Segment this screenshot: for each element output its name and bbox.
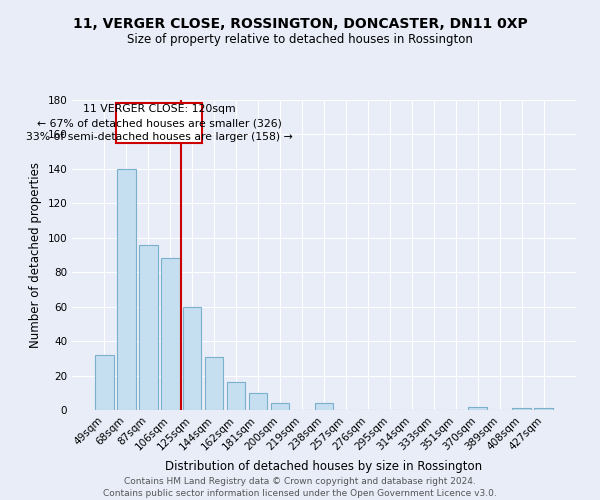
Bar bbox=[139, 244, 158, 410]
Text: Size of property relative to detached houses in Rossington: Size of property relative to detached ho… bbox=[127, 32, 473, 46]
Bar bbox=[95, 355, 113, 410]
Text: Contains HM Land Registry data © Crown copyright and database right 2024.
Contai: Contains HM Land Registry data © Crown c… bbox=[103, 476, 497, 498]
Bar bbox=[271, 403, 289, 410]
Bar bbox=[535, 408, 553, 410]
Bar bbox=[116, 104, 202, 143]
Bar bbox=[314, 403, 334, 410]
Bar bbox=[161, 258, 179, 410]
Bar bbox=[512, 408, 531, 410]
Text: 11 VERGER CLOSE: 120sqm
← 67% of detached houses are smaller (326)
33% of semi-d: 11 VERGER CLOSE: 120sqm ← 67% of detache… bbox=[26, 104, 293, 142]
Bar bbox=[205, 356, 223, 410]
X-axis label: Distribution of detached houses by size in Rossington: Distribution of detached houses by size … bbox=[166, 460, 482, 473]
Bar bbox=[183, 306, 202, 410]
Bar bbox=[227, 382, 245, 410]
Bar bbox=[117, 169, 136, 410]
Y-axis label: Number of detached properties: Number of detached properties bbox=[29, 162, 42, 348]
Bar bbox=[249, 393, 268, 410]
Bar bbox=[469, 406, 487, 410]
Text: 11, VERGER CLOSE, ROSSINGTON, DONCASTER, DN11 0XP: 11, VERGER CLOSE, ROSSINGTON, DONCASTER,… bbox=[73, 18, 527, 32]
